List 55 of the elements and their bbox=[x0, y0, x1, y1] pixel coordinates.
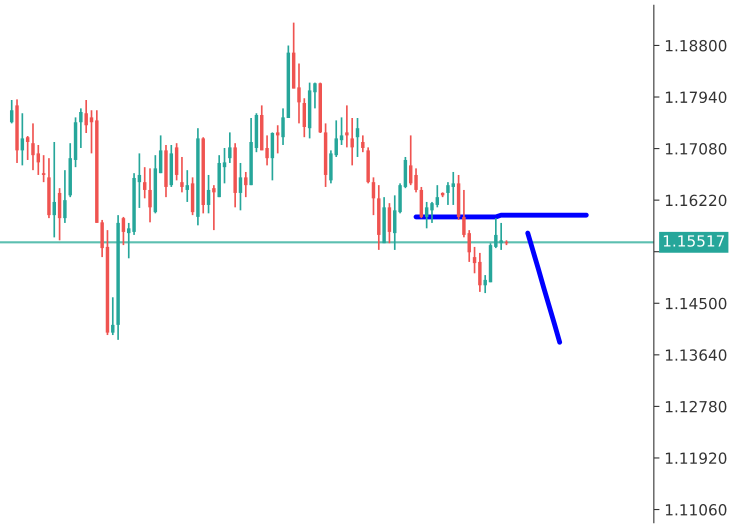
y-tick-label: 1.17080 bbox=[666, 143, 726, 155]
y-tick-label: 1.16220 bbox=[666, 194, 726, 206]
candlestick bbox=[10, 99, 14, 124]
candlestick bbox=[483, 274, 487, 294]
candlestick bbox=[436, 184, 440, 208]
candlestick bbox=[499, 222, 503, 251]
line-series bbox=[525, 230, 562, 345]
candlestick bbox=[228, 132, 232, 164]
candlestick bbox=[276, 124, 280, 154]
candlestick bbox=[468, 229, 471, 263]
candlestick bbox=[206, 174, 210, 214]
candlestick bbox=[36, 144, 40, 176]
y-tick-label: 1.18800 bbox=[666, 40, 726, 52]
candlestick bbox=[142, 166, 146, 200]
candlestick bbox=[158, 134, 162, 174]
y-tick-label: 1.11060 bbox=[666, 504, 726, 516]
candlestick bbox=[63, 169, 67, 224]
candlestick bbox=[111, 296, 115, 336]
candlestick bbox=[393, 194, 396, 251]
candlestick bbox=[244, 171, 248, 198]
candlestick bbox=[186, 169, 189, 203]
candlestick bbox=[52, 141, 56, 238]
candlestick bbox=[340, 116, 344, 146]
candlestick bbox=[424, 201, 428, 230]
candlestick bbox=[446, 181, 450, 206]
candlestick bbox=[414, 168, 418, 194]
candlestick bbox=[372, 176, 376, 216]
candlestick bbox=[361, 134, 365, 154]
candlestick bbox=[122, 216, 126, 246]
candlestick bbox=[462, 189, 466, 238]
candlestick bbox=[84, 99, 88, 134]
candlestick bbox=[20, 112, 24, 166]
candlestick bbox=[265, 134, 269, 166]
candlestick bbox=[408, 134, 412, 186]
y-tick-label: 1.14500 bbox=[666, 298, 726, 310]
candlestick bbox=[42, 154, 46, 183]
ref-line-label: 1.15517 bbox=[664, 235, 724, 247]
candlestick bbox=[350, 117, 354, 166]
candlestick bbox=[212, 184, 216, 231]
y-tick-label: 1.11920 bbox=[666, 452, 726, 464]
candlestick bbox=[238, 162, 242, 212]
candlestick bbox=[79, 108, 83, 149]
y-tick-label: 1.13640 bbox=[666, 349, 726, 361]
candlestick bbox=[494, 217, 498, 249]
y-tick-label: 1.17940 bbox=[666, 91, 726, 104]
candlestick bbox=[180, 156, 184, 194]
candlestick bbox=[430, 201, 434, 224]
candlestick bbox=[127, 222, 130, 260]
candlestick bbox=[148, 168, 152, 224]
candlestick bbox=[334, 120, 338, 158]
candlestick bbox=[302, 97, 306, 138]
candlestick bbox=[26, 135, 30, 161]
y-tick-label: 1.12780 bbox=[666, 400, 726, 412]
candlestick bbox=[345, 104, 349, 148]
candlestick bbox=[452, 171, 455, 206]
